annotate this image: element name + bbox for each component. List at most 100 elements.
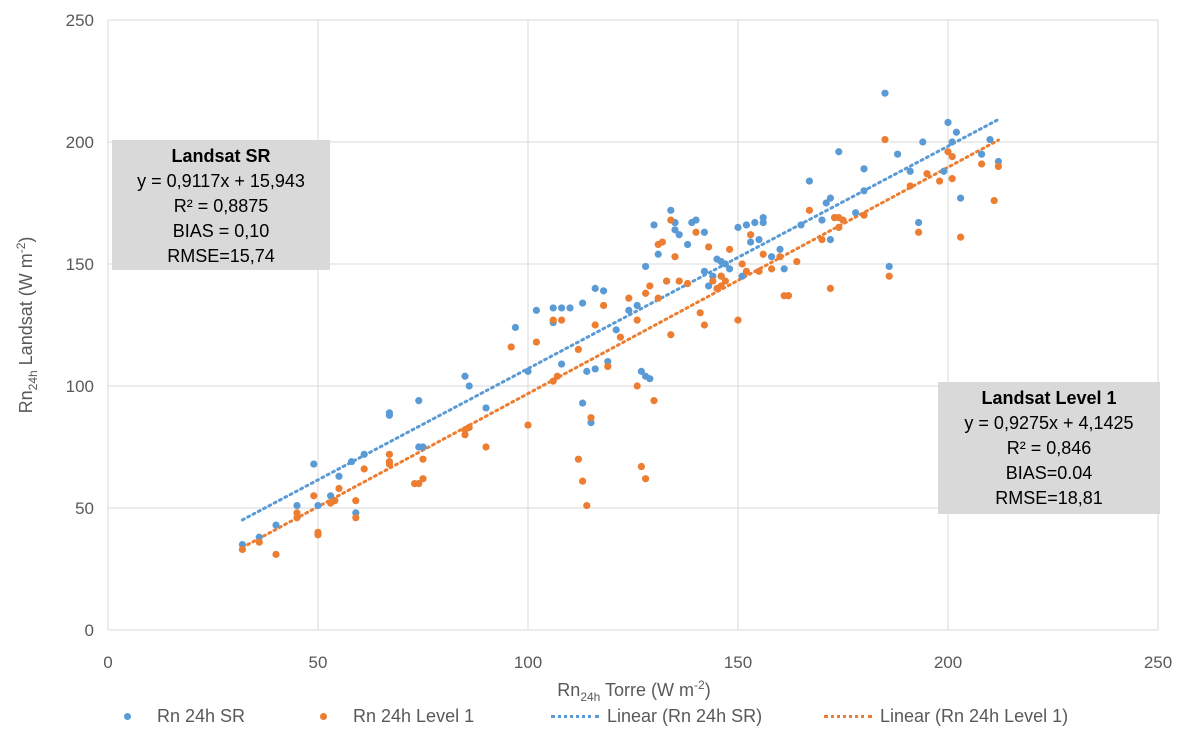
- annotation-bias: BIAS=0.04: [1005, 463, 1093, 483]
- data-point: [654, 250, 662, 258]
- data-point: [700, 321, 709, 329]
- data-point: [574, 345, 583, 353]
- x-tick-label: 200: [934, 653, 962, 672]
- data-point: [915, 228, 923, 236]
- data-point: [990, 196, 998, 205]
- annotation-rmse: RMSE=15,74: [167, 246, 275, 266]
- data-point: [793, 257, 801, 266]
- data-point: [978, 150, 986, 158]
- data-point: [738, 272, 746, 280]
- data-point: [625, 294, 633, 302]
- legend-item-linear-sr: Linear (Rn 24h SR): [551, 706, 762, 727]
- data-point: [768, 253, 776, 261]
- data-point: [419, 443, 427, 451]
- data-point: [986, 135, 994, 144]
- data-point: [705, 243, 713, 251]
- data-point: [591, 321, 599, 329]
- data-point: [881, 89, 889, 97]
- data-point: [734, 223, 742, 231]
- y-tick-label: 100: [66, 377, 94, 396]
- x-tick-label: 100: [514, 653, 542, 672]
- data-point: [633, 382, 641, 390]
- data-point: [272, 521, 280, 529]
- data-point: [625, 306, 633, 314]
- data-point: [952, 128, 961, 136]
- data-point: [633, 316, 641, 324]
- data-point: [717, 272, 725, 280]
- data-point: [352, 514, 360, 522]
- data-point: [482, 443, 490, 451]
- legend-marker-level1: [320, 713, 327, 720]
- legend-item-sr: Rn 24h SR: [124, 706, 245, 727]
- series-sr-points: [238, 89, 1003, 549]
- data-point: [558, 360, 566, 368]
- data-point: [726, 245, 734, 253]
- legend-marker-linear-sr: [551, 715, 599, 718]
- data-point: [885, 272, 893, 280]
- tick-labels: 0 50 100 150 200 250 0 50 100 150 200 250: [66, 11, 1173, 672]
- data-point: [314, 531, 322, 539]
- data-point: [579, 477, 587, 485]
- legend: Rn 24h SR Rn 24h Level 1 Linear (Rn 24h …: [0, 706, 1186, 732]
- data-point: [650, 397, 658, 405]
- annotation-r2: R² = 0,846: [1006, 438, 1092, 458]
- data-point: [751, 218, 759, 227]
- data-point: [637, 462, 646, 471]
- data-point: [734, 316, 742, 324]
- data-point: [549, 377, 557, 385]
- data-point: [293, 509, 301, 517]
- annotation-landsat-level1: Landsat Level 1 y = 0,9275x + 4,1425 R² …: [938, 382, 1160, 514]
- data-point: [915, 218, 923, 227]
- data-point: [642, 475, 650, 483]
- annotation-equation: y = 0,9275x + 4,1425: [964, 413, 1134, 433]
- y-tick-label: 0: [85, 621, 94, 640]
- data-point: [780, 265, 788, 273]
- data-point: [314, 501, 322, 510]
- data-point: [826, 194, 835, 202]
- data-point: [419, 455, 427, 463]
- data-point: [583, 367, 591, 375]
- data-points: [238, 89, 1003, 558]
- data-point: [696, 309, 704, 317]
- legend-label: Linear (Rn 24h SR): [607, 706, 763, 726]
- data-point: [579, 299, 587, 307]
- data-point: [936, 177, 944, 185]
- data-point: [835, 223, 843, 231]
- data-point: [675, 231, 683, 239]
- data-point: [906, 182, 914, 190]
- x-tick-label: 0: [103, 653, 112, 672]
- data-point: [826, 284, 835, 292]
- data-point: [721, 277, 730, 285]
- data-point: [940, 167, 948, 175]
- data-point: [721, 260, 730, 268]
- annotation-r2: R² = 0,8875: [173, 196, 269, 216]
- data-point: [553, 372, 562, 380]
- y-axis-title: Rn24h Landsat (W m-2): [14, 237, 40, 414]
- legend-label: Linear (Rn 24h Level 1): [880, 706, 1069, 726]
- data-point: [587, 414, 595, 422]
- data-point: [604, 362, 612, 371]
- data-point: [692, 228, 700, 236]
- data-point: [805, 177, 814, 185]
- data-point: [852, 209, 860, 217]
- trendline: [240, 117, 1000, 522]
- data-point: [532, 338, 541, 346]
- legend-marker-sr: [124, 713, 131, 720]
- data-point: [717, 282, 725, 290]
- data-point: [894, 150, 902, 158]
- data-point: [667, 206, 675, 214]
- data-point: [482, 404, 490, 412]
- data-point: [549, 316, 557, 324]
- data-point: [860, 211, 868, 219]
- data-point: [667, 216, 675, 224]
- data-point: [558, 316, 566, 324]
- data-point: [642, 372, 650, 380]
- data-point: [335, 472, 343, 480]
- data-point: [776, 253, 784, 261]
- y-tick-label: 150: [66, 255, 94, 274]
- data-point: [948, 138, 956, 146]
- data-point: [360, 450, 368, 458]
- trendlines: [240, 117, 1000, 549]
- data-point: [957, 233, 965, 241]
- data-point: [663, 277, 671, 285]
